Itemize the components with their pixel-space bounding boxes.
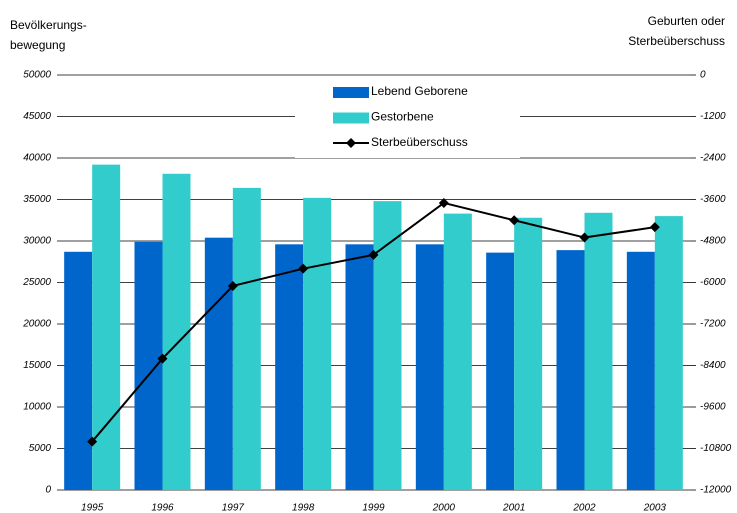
y-tick-label: 10000 [23, 402, 51, 413]
line-marker [438, 197, 449, 208]
y2-tick-label: -4800 [700, 236, 726, 247]
y2-tick-label: -9600 [700, 402, 726, 413]
y2-tick-label: -3600 [700, 194, 726, 205]
y-tick-label: 35000 [23, 194, 51, 205]
x-tick-label: 2000 [432, 503, 456, 513]
bar [204, 237, 233, 490]
bar [443, 213, 472, 491]
y-tick-label: 40000 [23, 153, 51, 164]
y2-tick-label: -7200 [700, 319, 726, 330]
bar [162, 173, 191, 490]
x-tick-label: 1996 [151, 503, 174, 513]
bar [373, 201, 402, 490]
bar [303, 197, 332, 490]
line-marker [87, 436, 98, 447]
line-marker [368, 249, 379, 260]
y2-axis-label: Sterbeüberschuss [628, 34, 725, 48]
legend-swatch [333, 112, 369, 124]
line-marker [579, 232, 590, 243]
y-tick-label: 50000 [23, 70, 51, 81]
x-tick-label: 1998 [292, 503, 315, 513]
line-marker [509, 215, 520, 226]
legend-background [295, 80, 520, 158]
legend-label: Gestorbene [371, 110, 434, 124]
y-tick-label: 45000 [23, 111, 51, 122]
bar [134, 241, 163, 490]
y-tick-label: 5000 [29, 443, 52, 454]
legend-swatch [333, 87, 369, 98]
x-tick-label: 2002 [572, 503, 596, 513]
line-marker [649, 222, 660, 233]
bar [654, 216, 683, 490]
bar [514, 217, 543, 490]
y-tick-label: 25000 [22, 277, 51, 288]
y2-tick-label: -10800 [700, 443, 732, 454]
bar [232, 187, 261, 490]
bar [626, 251, 655, 490]
line-marker [227, 280, 238, 291]
y2-tick-label: 0 [700, 70, 706, 81]
y2-tick-label: -2400 [700, 153, 726, 164]
bar [345, 244, 374, 490]
bar [415, 244, 444, 490]
y-axis-label: bewegung [10, 38, 65, 52]
legend-label: Sterbeüberschuss [371, 135, 468, 149]
line-marker [298, 263, 309, 274]
legend-label: Lebend Geborene [371, 84, 468, 98]
y2-tick-label: -12000 [700, 485, 732, 496]
bar [275, 244, 304, 490]
y-tick-label: 30000 [23, 236, 51, 247]
y-tick-label: 15000 [23, 360, 51, 371]
y2-tick-label: -6000 [700, 277, 726, 288]
x-tick-label: 1995 [81, 503, 104, 513]
y2-tick-label: -8400 [700, 360, 726, 371]
bar [584, 212, 613, 490]
legend-marker [346, 138, 356, 148]
y-tick-label: 0 [45, 485, 51, 496]
bar [486, 252, 515, 490]
x-tick-label: 1999 [362, 503, 385, 513]
line-marker [157, 353, 168, 364]
bar [556, 250, 585, 490]
y2-tick-label: -1200 [700, 111, 726, 122]
y-tick-label: 20000 [22, 319, 51, 330]
x-tick-label: 1997 [222, 503, 245, 513]
x-tick-label: 2001 [502, 503, 525, 513]
y2-axis-label: Geburten oder [648, 14, 725, 28]
bar [64, 251, 93, 490]
x-tick-label: 2003 [643, 503, 667, 513]
y-axis-label: Bevölkerungs- [10, 18, 87, 32]
